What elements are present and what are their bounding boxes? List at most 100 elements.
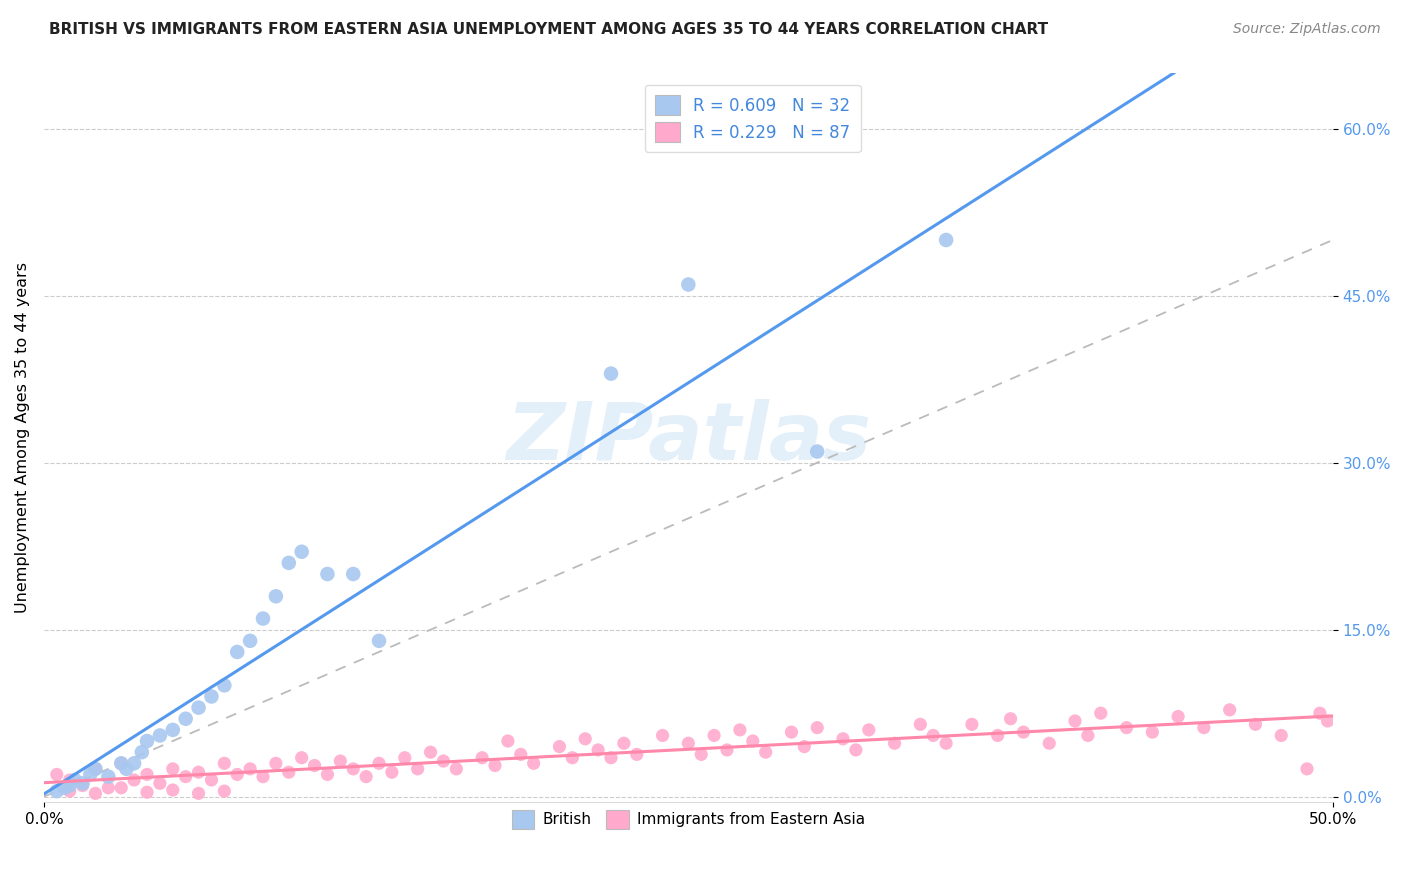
Point — [187, 765, 209, 780]
Point — [1270, 729, 1292, 743]
Point — [174, 770, 197, 784]
Point — [122, 756, 145, 771]
Point — [149, 729, 172, 743]
Point — [1219, 703, 1241, 717]
Point — [793, 739, 815, 754]
Point — [200, 772, 222, 787]
Point — [59, 772, 82, 787]
Point — [122, 772, 145, 787]
Point — [1012, 725, 1035, 739]
Point — [484, 758, 506, 772]
Point — [446, 762, 468, 776]
Point — [780, 725, 803, 739]
Point — [432, 754, 454, 768]
Point — [63, 772, 86, 787]
Point — [368, 633, 391, 648]
Point — [226, 767, 249, 781]
Point — [394, 750, 416, 764]
Point — [84, 762, 107, 776]
Point — [935, 233, 957, 247]
Point — [1077, 729, 1099, 743]
Point — [1309, 706, 1331, 721]
Point — [342, 567, 364, 582]
Point — [1064, 714, 1087, 728]
Point — [110, 780, 132, 795]
Point — [316, 767, 339, 781]
Point — [1167, 709, 1189, 723]
Point — [149, 776, 172, 790]
Point — [858, 723, 880, 737]
Point — [239, 633, 262, 648]
Point — [214, 678, 236, 692]
Point — [136, 734, 159, 748]
Point — [471, 750, 494, 764]
Point — [239, 762, 262, 776]
Point — [703, 729, 725, 743]
Point — [987, 729, 1010, 743]
Point — [53, 780, 76, 795]
Point — [613, 736, 636, 750]
Point — [1296, 762, 1319, 776]
Point — [174, 712, 197, 726]
Point — [548, 739, 571, 754]
Point — [162, 783, 184, 797]
Point — [1038, 736, 1060, 750]
Point — [1316, 714, 1339, 728]
Point — [600, 367, 623, 381]
Point — [252, 611, 274, 625]
Point — [741, 734, 763, 748]
Point — [316, 567, 339, 582]
Y-axis label: Unemployment Among Ages 35 to 44 years: Unemployment Among Ages 35 to 44 years — [15, 262, 30, 613]
Point — [935, 736, 957, 750]
Point — [910, 717, 932, 731]
Point — [1000, 712, 1022, 726]
Point — [79, 767, 101, 781]
Point — [136, 785, 159, 799]
Point — [678, 736, 700, 750]
Point — [1142, 725, 1164, 739]
Point — [162, 762, 184, 776]
Point — [342, 762, 364, 776]
Text: BRITISH VS IMMIGRANTS FROM EASTERN ASIA UNEMPLOYMENT AMONG AGES 35 TO 44 YEARS C: BRITISH VS IMMIGRANTS FROM EASTERN ASIA … — [49, 22, 1049, 37]
Point — [131, 745, 153, 759]
Point — [162, 723, 184, 737]
Point — [304, 758, 326, 772]
Point — [59, 784, 82, 798]
Point — [84, 786, 107, 800]
Point — [574, 731, 596, 746]
Point — [115, 762, 138, 776]
Point — [72, 776, 94, 790]
Point — [1244, 717, 1267, 731]
Point — [922, 729, 945, 743]
Point — [883, 736, 905, 750]
Point — [354, 770, 377, 784]
Point — [806, 444, 828, 458]
Point — [84, 762, 107, 776]
Point — [381, 765, 404, 780]
Point — [264, 756, 287, 771]
Point — [1192, 721, 1215, 735]
Text: Source: ZipAtlas.com: Source: ZipAtlas.com — [1233, 22, 1381, 37]
Point — [187, 700, 209, 714]
Point — [45, 784, 67, 798]
Point — [1090, 706, 1112, 721]
Point — [406, 762, 429, 776]
Point — [72, 779, 94, 793]
Point — [523, 756, 546, 771]
Point — [561, 750, 583, 764]
Point — [291, 545, 314, 559]
Point — [110, 756, 132, 771]
Point — [214, 784, 236, 798]
Point — [97, 770, 120, 784]
Point — [832, 731, 855, 746]
Point — [329, 754, 352, 768]
Point — [291, 750, 314, 764]
Point — [716, 743, 738, 757]
Point — [419, 745, 441, 759]
Point — [678, 277, 700, 292]
Point — [252, 770, 274, 784]
Point — [960, 717, 983, 731]
Point — [45, 767, 67, 781]
Point — [806, 721, 828, 735]
Point — [200, 690, 222, 704]
